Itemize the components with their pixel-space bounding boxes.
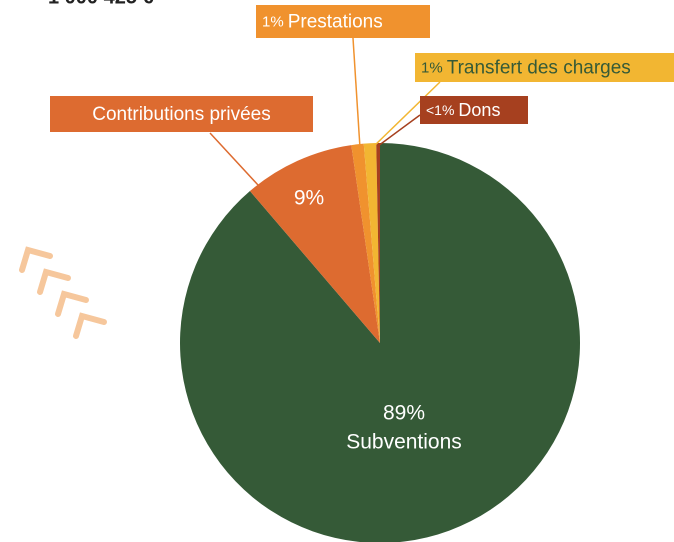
leader-line [353,38,360,148]
slice-label: Contributions privées [92,104,270,125]
page: 1 000 425 € 89% Subventions 9% Contribution… [0,0,674,542]
slice-name: Dons [458,100,500,120]
leader-line [378,115,420,146]
leader-line [210,133,258,185]
slice-name: Transfert des charges [447,58,631,79]
slice-name: Prestations [288,12,383,33]
slice-label: <1%Dons [426,100,500,120]
chart: 1 000 425 € 89% Subventions 9% Contribution… [0,0,674,542]
slice-label: Subventions [346,431,462,454]
slice-value-label: 1% [421,59,443,76]
decoration [22,250,104,336]
slice-value-label: <1% [426,102,454,118]
slice-label: 1%Prestations [262,12,383,33]
slice-value-label: 1% [262,13,284,30]
slice-name: Contributions privées [92,104,270,125]
slice-value-label: 9% [294,187,324,210]
total: 1 000 425 € [48,0,154,8]
slice-value-label: 89% [383,402,425,425]
slice-label: 1%Transfert des charges [421,58,631,79]
